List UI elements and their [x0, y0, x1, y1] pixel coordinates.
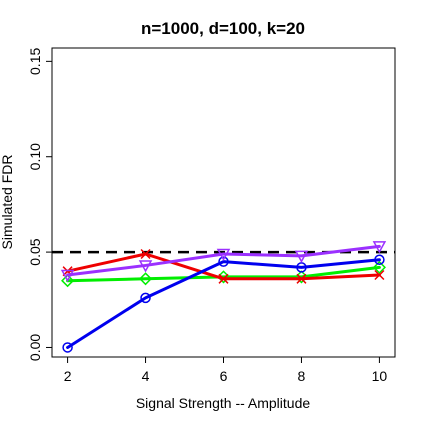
- x-tick-label: 4: [142, 368, 150, 384]
- y-axis-label: Simulated FDR: [0, 155, 15, 250]
- data-point-x: [296, 273, 307, 284]
- data-point-triangle: [60, 269, 75, 283]
- data-point-circle: [140, 292, 151, 304]
- x-tick-label: 2: [64, 368, 72, 384]
- y-tick-label: 0.00: [27, 334, 43, 361]
- data-point-circle: [374, 254, 385, 265]
- data-point-x: [140, 248, 151, 260]
- x-tick-label: 10: [372, 368, 388, 384]
- data-point-circle: [218, 256, 229, 267]
- data-point-triangle: [138, 260, 153, 273]
- data-point-triangle: [294, 250, 309, 263]
- data-point-diamond: [372, 260, 386, 274]
- chart-title: n=1000, d=100, k=20: [141, 19, 305, 38]
- data-point-diamond: [138, 272, 153, 286]
- x-tick-label: 6: [220, 368, 228, 384]
- y-tick-label: 0.10: [27, 143, 43, 170]
- series-line: [66, 265, 381, 283]
- y-tick-label: 0.15: [27, 48, 43, 75]
- series-group: [60, 241, 387, 353]
- data-point-diamond: [61, 274, 75, 288]
- x-axis: 2 4 6 8 10: [64, 357, 388, 384]
- x-tick-label: 8: [298, 368, 306, 384]
- series-3: [60, 241, 387, 283]
- data-point-triangle: [216, 248, 231, 262]
- x-axis-label: Signal Strength -- Amplitude: [136, 395, 311, 411]
- plot-frame: [51, 47, 396, 358]
- data-point-x: [218, 273, 229, 284]
- data-point-circle: [62, 342, 73, 353]
- data-point-x: [374, 269, 385, 281]
- y-axis: 0.00 0.05 0.10 0.15: [27, 48, 52, 361]
- data-point-triangle: [372, 241, 387, 254]
- series-line: [66, 258, 381, 349]
- y-tick-label: 0.05: [27, 238, 43, 265]
- series-line: [66, 244, 381, 277]
